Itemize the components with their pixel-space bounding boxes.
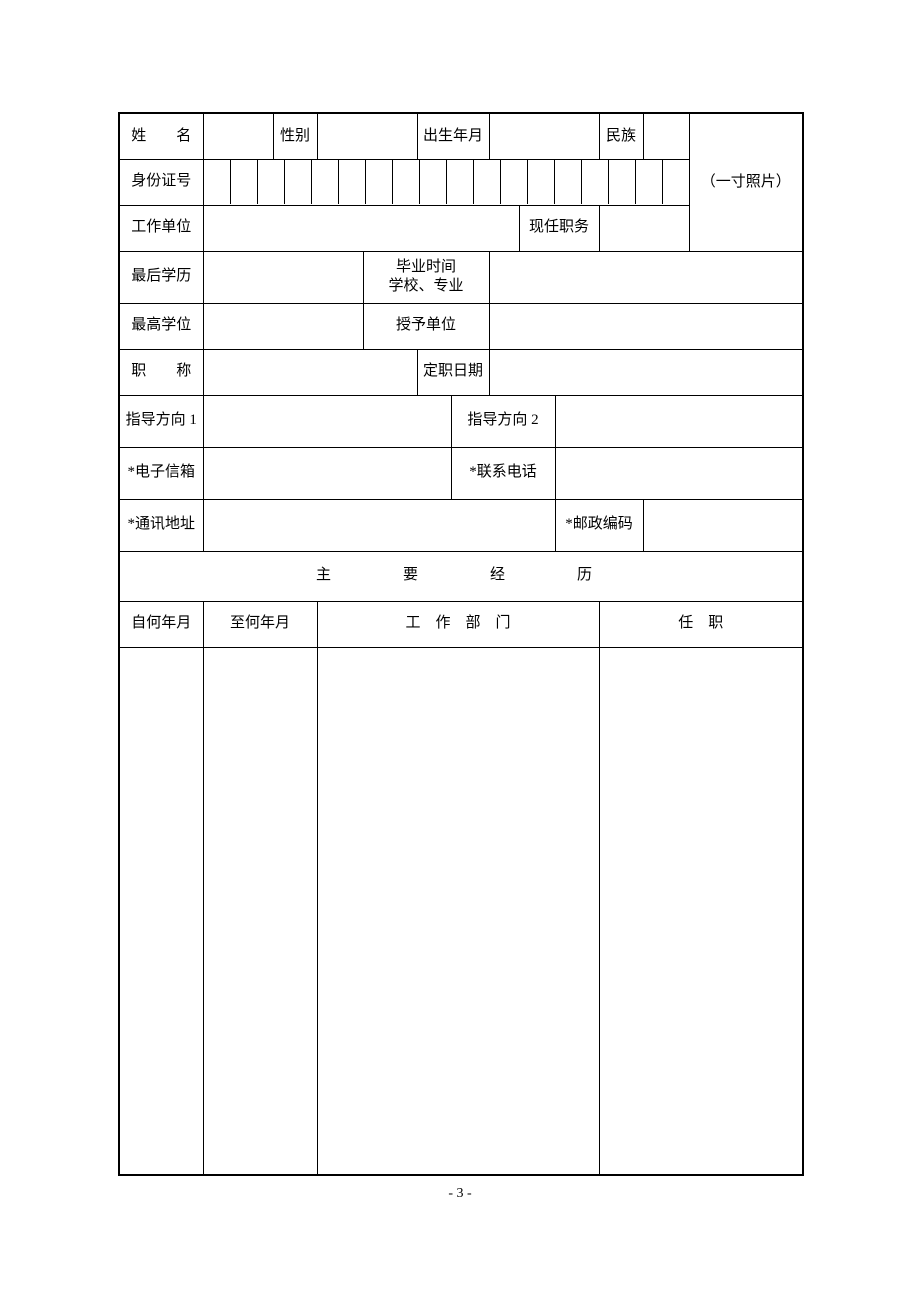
value-current-position[interactable] — [599, 205, 689, 251]
value-direction2[interactable] — [555, 395, 803, 447]
label-direction1: 指导方向 1 — [119, 395, 203, 447]
label-idno: 身份证号 — [119, 159, 203, 205]
label-name: 姓 名 — [119, 113, 203, 159]
history-department[interactable] — [317, 647, 599, 1175]
value-phone[interactable] — [555, 447, 803, 499]
value-degree[interactable] — [203, 303, 363, 349]
row-title: 职 称 定职日期 — [119, 349, 803, 395]
label-postcode: *邮政编码 — [555, 499, 643, 551]
label-titledate: 定职日期 — [417, 349, 489, 395]
profile-table: 姓 名 性别 出生年月 民族 （一寸照片） 身份证号 工作单位 — [118, 112, 804, 1176]
value-lastedu[interactable] — [203, 251, 363, 303]
row-history-body — [119, 647, 803, 1175]
history-job[interactable] — [599, 647, 803, 1175]
value-ethnic[interactable] — [643, 113, 689, 159]
label-title: 职 称 — [119, 349, 203, 395]
label-department: 工 作 部 门 — [317, 601, 599, 647]
value-idno[interactable] — [203, 159, 689, 205]
value-titledate[interactable] — [489, 349, 803, 395]
label-direction2: 指导方向 2 — [451, 395, 555, 447]
row-history-header: 主 要 经 历 — [119, 551, 803, 601]
row-history-cols: 自何年月 至何年月 工 作 部 门 任 职 — [119, 601, 803, 647]
label-phone: *联系电话 — [451, 447, 555, 499]
value-address[interactable] — [203, 499, 555, 551]
label-degree: 最高学位 — [119, 303, 203, 349]
label-todate: 至何年月 — [203, 601, 317, 647]
value-birth[interactable] — [489, 113, 599, 159]
value-title[interactable] — [203, 349, 417, 395]
label-job: 任 职 — [599, 601, 803, 647]
row-contact: *电子信箱 *联系电话 — [119, 447, 803, 499]
label-birth: 出生年月 — [417, 113, 489, 159]
value-grantunit[interactable] — [489, 303, 803, 349]
value-gradinfo[interactable] — [489, 251, 803, 303]
row-name: 姓 名 性别 出生年月 民族 （一寸照片） — [119, 113, 803, 159]
label-gender: 性别 — [273, 113, 317, 159]
value-postcode[interactable] — [643, 499, 803, 551]
row-lastedu: 最后学历 毕业时间学校、专业 — [119, 251, 803, 303]
label-address: *通讯地址 — [119, 499, 203, 551]
value-gender[interactable] — [317, 113, 417, 159]
label-ethnic: 民族 — [599, 113, 643, 159]
row-direction: 指导方向 1 指导方向 2 — [119, 395, 803, 447]
form-page: 姓 名 性别 出生年月 民族 （一寸照片） 身份证号 工作单位 — [0, 0, 920, 1176]
history-todate[interactable] — [203, 647, 317, 1175]
value-direction1[interactable] — [203, 395, 451, 447]
label-fromdate: 自何年月 — [119, 601, 203, 647]
label-email: *电子信箱 — [119, 447, 203, 499]
label-workunit: 工作单位 — [119, 205, 203, 251]
history-fromdate[interactable] — [119, 647, 203, 1175]
row-address: *通讯地址 *邮政编码 — [119, 499, 803, 551]
value-email[interactable] — [203, 447, 451, 499]
row-degree: 最高学位 授予单位 — [119, 303, 803, 349]
label-grantunit: 授予单位 — [363, 303, 489, 349]
label-current-position: 现任职务 — [519, 205, 599, 251]
value-name[interactable] — [203, 113, 273, 159]
label-history-section: 主 要 经 历 — [119, 551, 803, 601]
label-gradinfo: 毕业时间学校、专业 — [363, 251, 489, 303]
page-number: - 3 - — [0, 1186, 920, 1202]
label-lastedu: 最后学历 — [119, 251, 203, 303]
value-workunit[interactable] — [203, 205, 519, 251]
photo-slot: （一寸照片） — [689, 113, 803, 251]
